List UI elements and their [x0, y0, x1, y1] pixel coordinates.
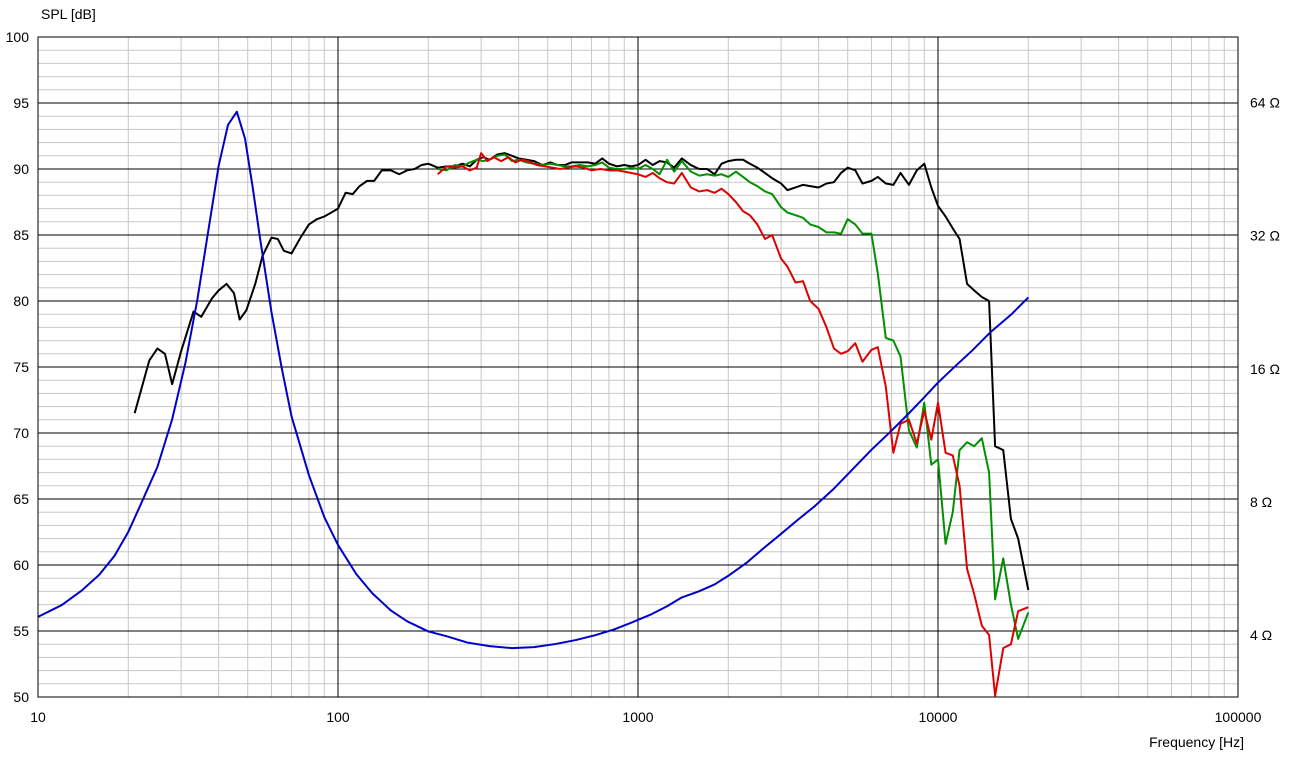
y-tick-label: 50 — [13, 689, 29, 705]
x-axis-ticks: 10 100 1000 10000 100000 — [30, 709, 1261, 725]
y2-tick-label: 4 Ω — [1250, 627, 1272, 643]
y2-tick-label: 64 Ω — [1250, 95, 1280, 111]
x-tick-label: 10 — [30, 709, 46, 725]
y2-tick-label: 8 Ω — [1250, 494, 1272, 510]
y-tick-label: 85 — [13, 227, 29, 243]
major-grid — [37, 36, 1239, 698]
y-tick-label: 60 — [13, 557, 29, 573]
plot-frame — [37, 36, 1239, 698]
y2-axis-ticks: 4 Ω 8 Ω 16 Ω 32 Ω 64 Ω — [1250, 95, 1280, 644]
y2-tick-label: 16 Ω — [1250, 361, 1280, 377]
series-line — [37, 110, 1030, 650]
y-tick-label: 65 — [13, 491, 29, 507]
x-tick-label: 100000 — [1215, 709, 1262, 725]
series-line — [437, 152, 1029, 697]
y-tick-label: 95 — [13, 95, 29, 111]
series-layer — [37, 110, 1030, 697]
y-tick-label: 70 — [13, 425, 29, 441]
x-tick-label: 1000 — [622, 709, 653, 725]
y2-tick-label: 32 Ω — [1250, 228, 1280, 244]
y-axis-title: SPL [dB] — [41, 6, 96, 22]
y-tick-label: 80 — [13, 293, 29, 309]
x-axis-title: Frequency [Hz] — [1149, 734, 1244, 750]
x-tick-label: 100 — [326, 709, 350, 725]
y-tick-label: 90 — [13, 161, 29, 177]
y-axis-ticks: 50 55 60 65 70 75 80 85 90 95 100 — [6, 29, 30, 705]
series-line — [133, 152, 1030, 591]
y-tick-label: 75 — [13, 359, 29, 375]
y-tick-label: 100 — [6, 29, 30, 45]
y-tick-label: 55 — [13, 623, 29, 639]
x-tick-label: 10000 — [919, 709, 958, 725]
